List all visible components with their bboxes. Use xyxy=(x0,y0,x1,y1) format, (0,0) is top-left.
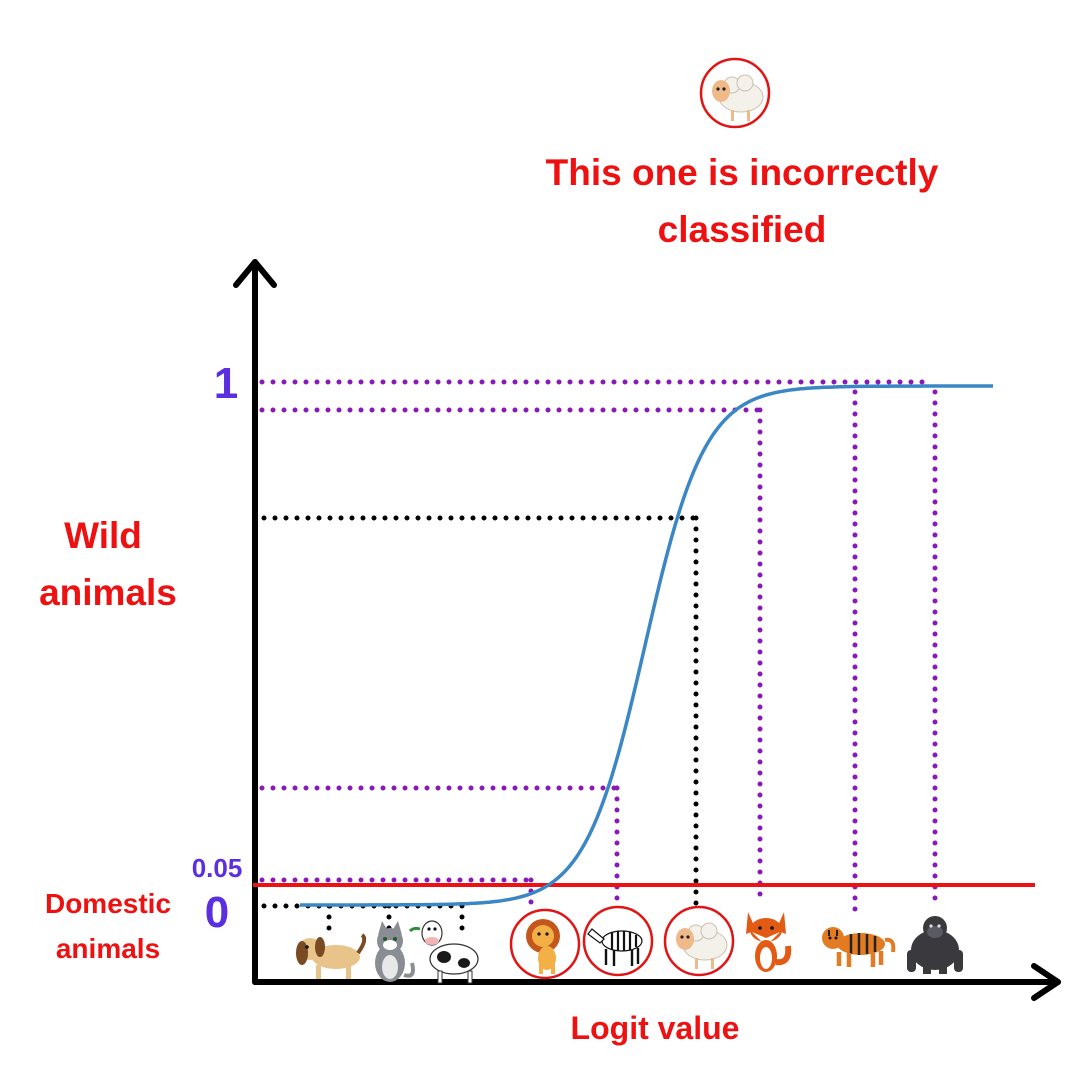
callout-line-2: classified xyxy=(658,209,827,250)
gorilla-icon xyxy=(907,916,963,974)
cow-icon xyxy=(408,920,479,984)
x-axis-arrowhead xyxy=(1031,963,1061,1001)
domestic-animals-label-line-1: Domestic xyxy=(45,888,171,919)
y-tick-0-05: 0.05 xyxy=(192,853,243,883)
dog-icon xyxy=(296,933,367,979)
wild-animals-label-line-1: Wild xyxy=(64,515,142,556)
y-tick-0: 0 xyxy=(205,888,229,937)
cat-icon xyxy=(375,921,415,982)
fox-icon xyxy=(746,912,792,972)
lion-icon xyxy=(509,908,581,980)
axes xyxy=(233,259,1061,1001)
wild-animals-label-line-2: animals xyxy=(39,572,177,613)
sigmoid-curve xyxy=(300,384,993,907)
animal-icons xyxy=(296,905,963,984)
callout: This one is incorrectly classified xyxy=(546,57,939,250)
zebra-icon xyxy=(582,905,654,977)
y-axis-arrowhead xyxy=(233,259,277,288)
domestic-guides xyxy=(261,515,699,933)
tiger-icon xyxy=(822,927,896,967)
callout-sheep-icon xyxy=(699,57,771,129)
domestic-animals-label-line-2: animals xyxy=(56,933,160,964)
sheep-icon xyxy=(663,905,735,977)
callout-line-1: This one is incorrectly xyxy=(546,152,939,193)
wild-guides xyxy=(259,379,938,913)
y-tick-1: 1 xyxy=(214,359,238,408)
x-axis-label: Logit value xyxy=(571,1010,740,1046)
